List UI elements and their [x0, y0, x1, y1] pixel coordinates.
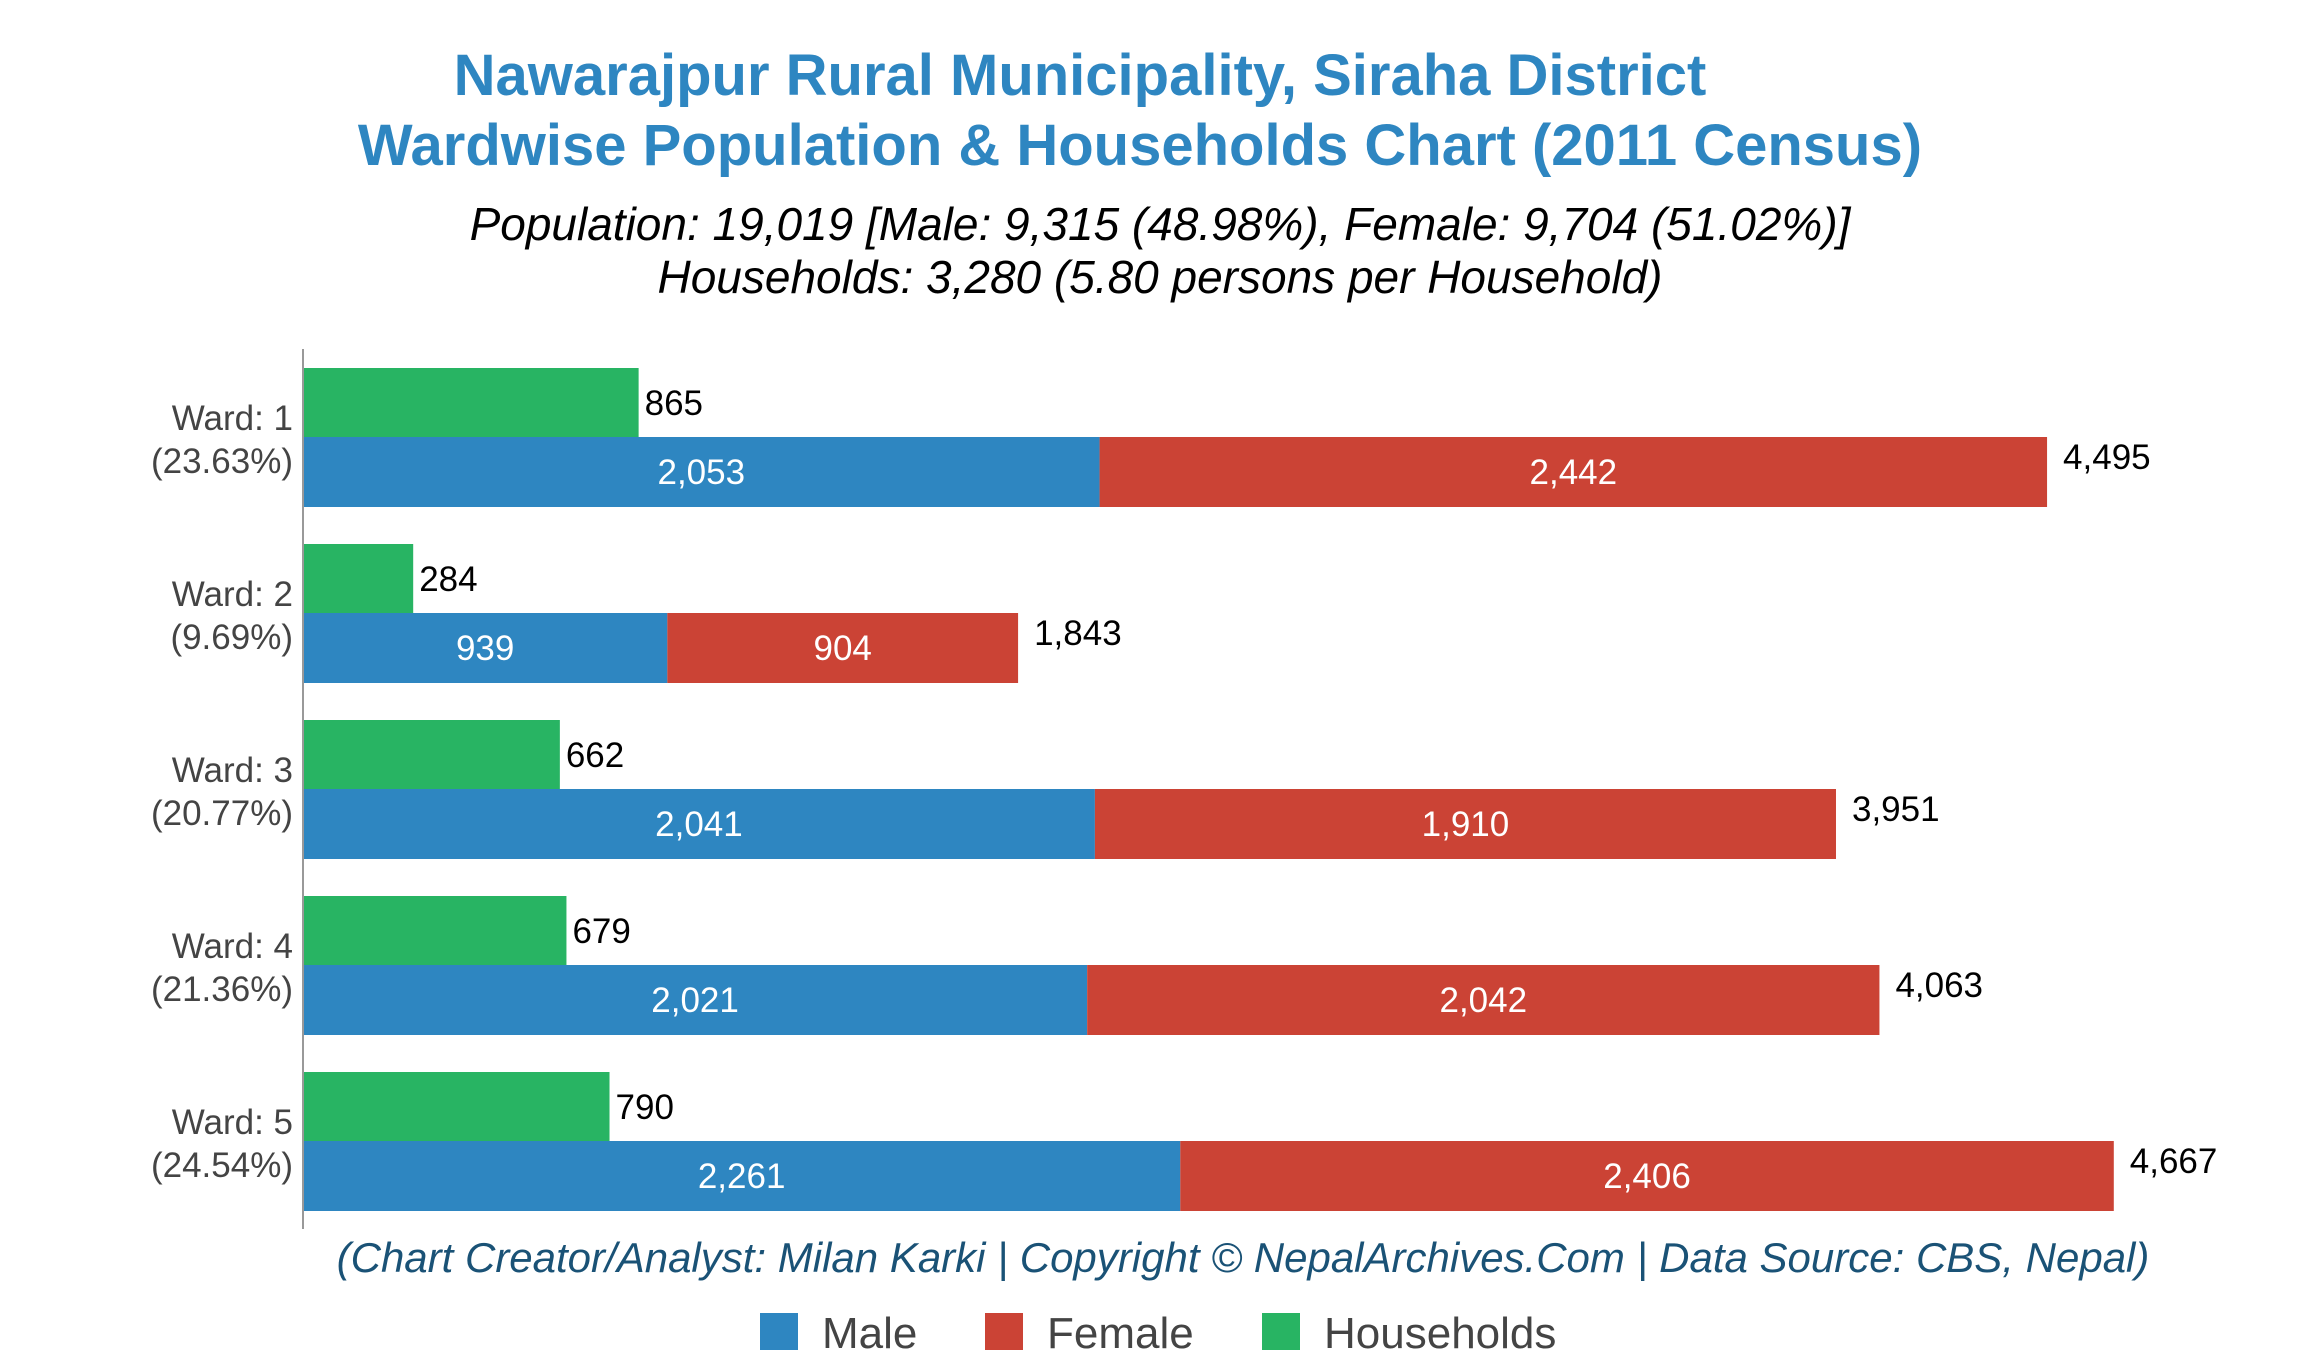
female-bar: [1180, 1141, 2114, 1211]
legend-swatch-female: [985, 1313, 1023, 1350]
ward-label: Ward: 1: [172, 399, 293, 438]
male-bar: [303, 965, 1088, 1035]
male-value-label: 2,041: [655, 805, 743, 844]
legend-swatch-male: [760, 1313, 798, 1350]
male-bar: [303, 789, 1095, 859]
female-bar: [667, 613, 1019, 683]
ward-label: Ward: 5: [172, 1103, 293, 1142]
legend-label-female: Female: [1047, 1309, 1194, 1350]
chart-title-line-2: Wardwise Population & Households Chart (…: [358, 113, 1922, 178]
male-bar: [303, 1141, 1181, 1211]
households-bar: [303, 720, 560, 789]
households-bar: [303, 368, 639, 437]
male-value-label: 2,021: [651, 981, 739, 1020]
chart-subtitle-line-1: Population: 19,019 [Male: 9,315 (48.98%)…: [470, 198, 1852, 250]
male-bar: [303, 613, 668, 683]
ward-label: Ward: 3: [172, 751, 293, 790]
female-value-label: 2,442: [1530, 453, 1618, 492]
female-value-label: 2,042: [1439, 981, 1527, 1020]
female-value-label: 2,406: [1603, 1157, 1691, 1196]
male-value-label: 2,053: [657, 453, 745, 492]
chart-title-line-1: Nawarajpur Rural Municipality, Siraha Di…: [454, 43, 1707, 108]
female-bar: [1094, 789, 1836, 859]
legend-label-male: Male: [822, 1309, 917, 1350]
legend: Male Female Households: [760, 1309, 1556, 1350]
male-bar: [303, 437, 1100, 507]
households-bar: [303, 896, 567, 965]
households-value-label: 679: [572, 912, 630, 951]
female-value-label: 1,910: [1422, 805, 1510, 844]
ward-share-label: (24.54%): [151, 1146, 293, 1185]
female-bar: [1087, 965, 1880, 1035]
ward-share-label: (20.77%): [151, 794, 293, 833]
bars-group: 865 2,053 2,442 4,495 Ward: 1 (23.63%) 284 939 9…: [151, 368, 2217, 1211]
chart-subtitle-line-2: Households: 3,280 (5.80 persons per Hous…: [658, 251, 1663, 303]
female-value-label: 904: [814, 629, 872, 668]
total-value-label: 3,951: [1852, 790, 1940, 829]
households-value-label: 284: [419, 560, 477, 599]
ward-share-label: (9.69%): [170, 618, 293, 657]
ward-share-label: (23.63%): [151, 442, 293, 481]
chart-credit: (Chart Creator/Analyst: Milan Karki | Co…: [337, 1234, 2150, 1282]
ward-label: Ward: 2: [172, 575, 293, 614]
households-bar: [303, 1072, 610, 1141]
female-bar: [1099, 437, 2048, 507]
total-value-label: 4,667: [2130, 1142, 2218, 1181]
households-value-label: 865: [645, 384, 703, 423]
male-value-label: 939: [456, 629, 514, 668]
households-value-label: 790: [616, 1088, 674, 1127]
legend-label-households: Households: [1324, 1309, 1556, 1350]
total-value-label: 4,063: [1895, 966, 1983, 1005]
male-value-label: 2,261: [698, 1157, 786, 1196]
households-bar: [303, 544, 414, 613]
households-value-label: 662: [566, 736, 624, 775]
total-value-label: 4,495: [2063, 438, 2151, 477]
legend-swatch-households: [1262, 1313, 1300, 1350]
ward-share-label: (21.36%): [151, 970, 293, 1009]
ward-label: Ward: 4: [172, 927, 293, 966]
total-value-label: 1,843: [1034, 614, 1122, 653]
